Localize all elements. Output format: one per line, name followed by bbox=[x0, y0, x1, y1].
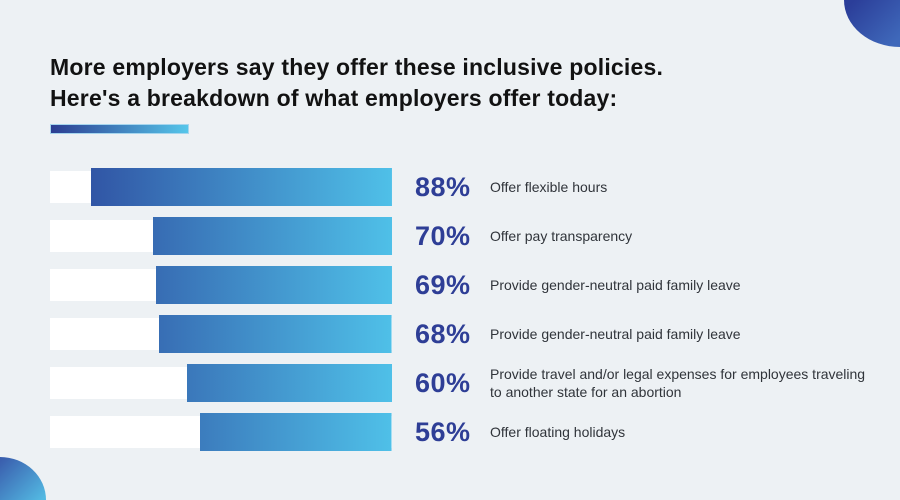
bar-fill bbox=[200, 413, 392, 451]
percent-value: 70% bbox=[415, 220, 471, 251]
percent-value: 56% bbox=[415, 416, 471, 447]
bar-track bbox=[50, 217, 392, 255]
bar-fill bbox=[186, 364, 392, 402]
bar-track bbox=[50, 364, 392, 402]
bar-track bbox=[50, 168, 392, 206]
corner-quarter-circle-bottom-left bbox=[0, 457, 46, 500]
bar-fill bbox=[91, 168, 392, 206]
bar-fill bbox=[156, 266, 392, 304]
bar-row-family-leave-1: 69% Provide gender-neutral paid family l… bbox=[50, 266, 870, 304]
bar-row-flexible-hours: 88% Offer flexible hours bbox=[50, 168, 870, 206]
bar-fill bbox=[152, 217, 392, 255]
bar-track bbox=[50, 315, 392, 353]
page-title-line-1: More employers say they offer these incl… bbox=[50, 54, 664, 80]
bar-label: Offer floating holidays bbox=[490, 424, 626, 440]
bar-row-travel-legal-expenses: 60% Provide travel and/or legal expenses… bbox=[50, 364, 870, 402]
bar-fill bbox=[159, 315, 392, 353]
bar-row-floating-holidays: 56% Offer floating holidays bbox=[50, 413, 870, 451]
percent-value: 88% bbox=[415, 171, 471, 202]
bar-row-pay-transparency: 70% Offer pay transparency bbox=[50, 217, 870, 255]
percent-value: 60% bbox=[415, 367, 471, 398]
page-title: More employers say they offer these incl… bbox=[50, 52, 790, 114]
bar-label: Provide travel and/or legal expenses for… bbox=[490, 366, 866, 400]
percent-value: 68% bbox=[415, 318, 471, 349]
bar-label: Offer flexible hours bbox=[490, 179, 608, 195]
page-title-line-2: Here's a breakdown of what employers off… bbox=[50, 85, 618, 111]
bar-label: Provide gender-neutral paid family leave bbox=[490, 326, 741, 342]
bar-chart: 88% Offer flexible hours 70% Offer pay t… bbox=[50, 168, 870, 465]
percent-value: 69% bbox=[415, 269, 471, 300]
title-gradient-underline bbox=[50, 124, 189, 134]
bar-label: Provide gender-neutral paid family leave bbox=[490, 277, 741, 293]
corner-quarter-circle-top-right bbox=[844, 0, 900, 47]
bar-row-family-leave-2: 68% Provide gender-neutral paid family l… bbox=[50, 315, 870, 353]
bar-track bbox=[50, 266, 392, 304]
bar-track bbox=[50, 413, 392, 451]
bar-label: Offer pay transparency bbox=[490, 228, 633, 244]
